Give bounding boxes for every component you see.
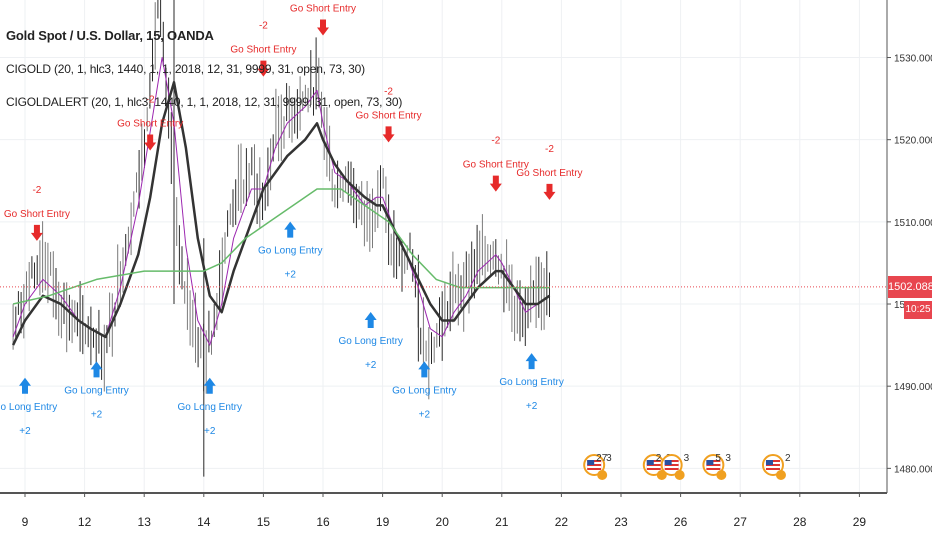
- time-tick-label: 9: [22, 515, 29, 529]
- signal-value: +2: [285, 270, 297, 281]
- signal-value: +2: [91, 409, 103, 420]
- signal-value: +2: [419, 409, 431, 420]
- event-count: 5: [715, 453, 721, 464]
- signal-label: Go Long Entry: [64, 385, 128, 396]
- time-tick-label: 13: [138, 515, 152, 529]
- short-arrow-icon: [30, 224, 43, 241]
- time-tick-label: 27: [734, 515, 748, 529]
- price-tick-label: 1530.000: [894, 54, 932, 65]
- signal-label: Go Long Entry: [392, 385, 456, 396]
- price-tick-label: 1490.000: [894, 382, 932, 393]
- time-tick-label: 15: [257, 515, 271, 529]
- long-arrow-icon: [90, 361, 103, 378]
- event-count: 27: [596, 453, 608, 464]
- bar-countdown: 10:25: [904, 300, 932, 319]
- signal-value: -2: [384, 86, 393, 97]
- long-arrow-icon: [203, 377, 216, 394]
- chart-grid: [0, 0, 887, 493]
- signal-label: Go Short Entry: [290, 4, 356, 15]
- signal-label: Go Long Entry: [0, 402, 57, 413]
- event-extra: 2: [785, 453, 791, 464]
- signal-label: Go Short Entry: [516, 168, 582, 179]
- signal-value: -2: [146, 95, 155, 106]
- long-arrow-icon: [19, 377, 31, 394]
- event-extra: 3: [725, 453, 731, 464]
- signal-label: Go Long Entry: [499, 377, 563, 388]
- time-tick-label: 19: [376, 515, 390, 529]
- signal-label: Go Short Entry: [4, 209, 70, 220]
- long-arrow-icon: [284, 221, 297, 238]
- signal-label: Go Short Entry: [355, 110, 421, 121]
- signal-value: +2: [526, 401, 538, 412]
- long-arrow-icon: [525, 353, 538, 370]
- time-tick-label: 20: [436, 515, 450, 529]
- time-tick-label: 29: [853, 515, 867, 529]
- signal-value: -2: [545, 144, 554, 155]
- short-arrow-icon: [144, 134, 157, 151]
- signal-value: -2: [491, 136, 500, 147]
- indicator-legend-cigoldalert[interactable]: CIGOLDALERT (20, 1, hlc3, 1440, 1, 1, 20…: [6, 95, 403, 109]
- time-tick-label: 12: [78, 515, 92, 529]
- symbol-title[interactable]: Gold Spot / U.S. Dollar, 15, OANDA: [6, 28, 214, 43]
- time-tick-label: 23: [614, 515, 628, 529]
- short-arrow-icon: [317, 19, 329, 36]
- short-arrow-icon: [543, 183, 556, 200]
- signal-value: +2: [19, 426, 31, 437]
- price-tick-label: 1480.000: [894, 464, 932, 475]
- time-tick-label: 21: [495, 515, 509, 529]
- fast-ma-line: [12, 57, 550, 346]
- signal-label: Go Long Entry: [178, 402, 242, 413]
- us-flag-event-icon: [642, 454, 667, 480]
- us-flag-event-icon: [761, 454, 786, 480]
- signal-value: -2: [259, 21, 268, 32]
- time-tick-label: 16: [316, 515, 330, 529]
- chart-series: [0, 0, 887, 477]
- signal-value: +2: [365, 360, 377, 371]
- signal-value: -2: [32, 185, 41, 196]
- us-flag-event-icon: [660, 454, 685, 480]
- signal-label: Go Short Entry: [117, 119, 183, 130]
- us-flag-event-icon: [702, 454, 727, 480]
- signal-label: Go Short Entry: [463, 160, 529, 171]
- short-arrow-icon: [489, 175, 502, 192]
- signal-label: Go Long Entry: [338, 336, 402, 347]
- trend-ma-line: [12, 188, 550, 305]
- last-price-tag: 1502.088: [888, 275, 932, 298]
- event-extra: 3: [606, 453, 612, 464]
- short-arrow-icon: [257, 60, 270, 77]
- time-tick-label: 14: [197, 515, 211, 529]
- price-axis-background: [887, 0, 932, 550]
- price-tick-label: 1520.000: [894, 136, 932, 147]
- economic-events: 273223532: [583, 453, 791, 480]
- event-extra: 3: [684, 453, 690, 464]
- long-arrow-icon: [418, 361, 431, 378]
- signal-label: Go Long Entry: [258, 246, 322, 257]
- short-arrow-icon: [382, 126, 395, 143]
- long-arrow-icon: [364, 312, 377, 329]
- time-tick-label: 22: [555, 515, 569, 529]
- time-tick-label: 28: [793, 515, 807, 529]
- signal-markers: -2 Go Short Entry -2 Go Short Entry -2 Go Sho…: [0, 4, 583, 437]
- indicator-legend-cigold[interactable]: CIGOLD (20, 1, hlc3, 1440, 1, 1, 2018, 1…: [6, 62, 365, 76]
- us-flag-event-icon: [583, 454, 608, 480]
- signal-label: Go Short Entry: [230, 45, 296, 56]
- signal-value: +2: [204, 426, 216, 437]
- price-tick-label: 1510.000: [894, 218, 932, 229]
- event-count: 2: [656, 453, 662, 464]
- slow-ma-line: [11, 80, 551, 346]
- time-tick-label: 26: [674, 515, 688, 529]
